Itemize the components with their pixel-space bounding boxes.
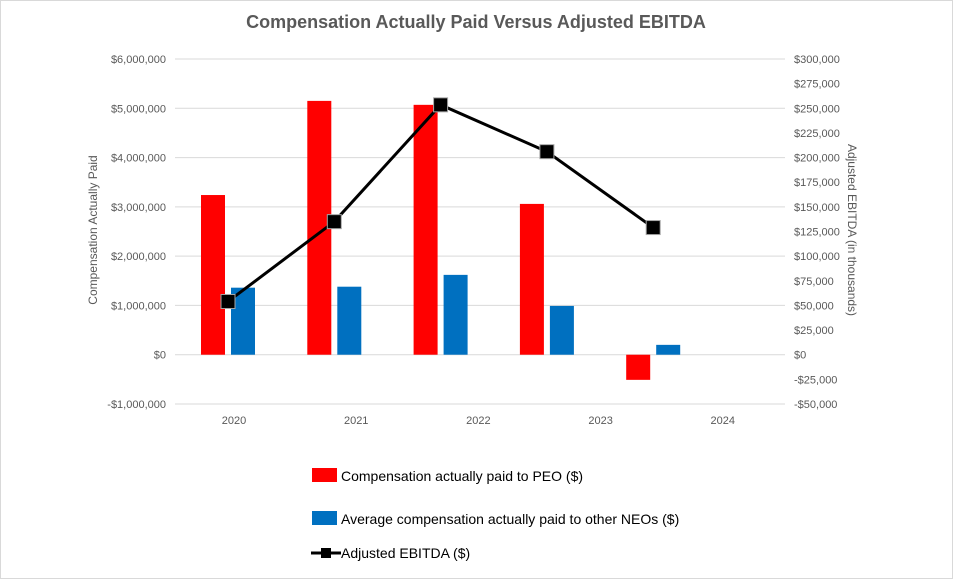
y2-tick-label: $200,000 (794, 153, 840, 165)
y-tick-label: $0 (154, 350, 166, 362)
y2-tick-label: $125,000 (794, 227, 840, 239)
y2-tick-label: $275,000 (794, 79, 840, 91)
ebitda-line (227, 103, 655, 303)
neo-bar (656, 344, 681, 355)
legend-neo-label: Average compensation actually paid to ot… (341, 511, 679, 527)
y2-axis-label: Adjusted EBITDA (in thousands) (845, 144, 859, 316)
chart-title: Compensation Actually Paid Versus Adjust… (246, 12, 706, 32)
x-tick-label: 2023 (588, 415, 612, 427)
peo-bar (626, 354, 651, 380)
y2-tick-label: -$25,000 (794, 374, 837, 386)
legend-peo-label: Compensation actually paid to PEO ($) (341, 468, 583, 484)
y2-tick-label: $100,000 (794, 251, 840, 263)
ebitda-marker (326, 214, 342, 230)
legend-neo-swatch (312, 511, 337, 525)
x-tick-label: 2021 (344, 415, 368, 427)
y-tick-label: $2,000,000 (111, 251, 166, 263)
x-tick-label: 2024 (711, 415, 735, 427)
y-tick-label: $5,000,000 (111, 103, 166, 115)
y2-tick-label: $75,000 (794, 276, 834, 288)
peo-bar (413, 104, 438, 355)
y2-tick-label: -$50,000 (794, 399, 837, 411)
legend-peo-swatch (312, 468, 337, 482)
y-tick-label: $4,000,000 (111, 153, 166, 165)
ebitda-marker (433, 97, 449, 113)
ebitda-marker (220, 293, 236, 309)
y2-tick-label: $150,000 (794, 202, 840, 214)
y-tick-label: $6,000,000 (111, 54, 166, 66)
neo-bar (549, 305, 574, 355)
peo-bar (519, 203, 544, 355)
y-axis-label: Compensation Actually Paid (86, 155, 100, 304)
y2-tick-label: $25,000 (794, 325, 834, 337)
y2-tick-label: $300,000 (794, 54, 840, 66)
y-tick-label: $1,000,000 (111, 300, 166, 312)
y2-tick-label: $50,000 (794, 300, 834, 312)
x-tick-label: 2022 (466, 415, 490, 427)
y2-tick-label: $225,000 (794, 128, 840, 140)
y2-tick-label: $250,000 (794, 103, 840, 115)
neo-bar (443, 274, 468, 355)
ebitda-marker (539, 144, 555, 160)
y-tick-label: $3,000,000 (111, 202, 166, 214)
peo-bar (201, 195, 225, 355)
legend-ebitda-label: Adjusted EBITDA ($) (341, 545, 470, 561)
x-tick-label: 2020 (222, 415, 246, 427)
ebitda-marker (645, 220, 661, 236)
legend-ebitda-marker (321, 548, 331, 558)
neo-bar (337, 286, 362, 355)
y2-tick-label: $175,000 (794, 177, 840, 189)
y-tick-label: -$1,000,000 (107, 399, 166, 411)
y2-tick-label: $0 (794, 350, 806, 362)
